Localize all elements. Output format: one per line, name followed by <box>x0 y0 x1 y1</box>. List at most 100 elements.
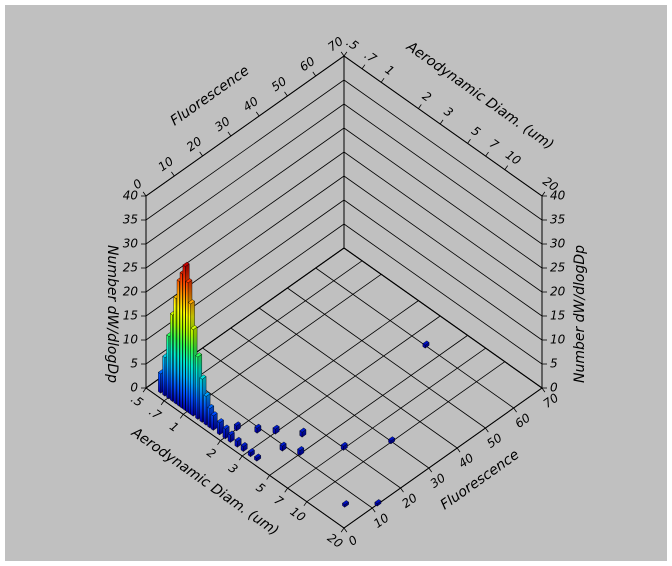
bar <box>374 499 382 507</box>
bar-face <box>233 421 241 427</box>
bar-face <box>254 423 262 429</box>
grid-line <box>202 347 401 489</box>
bar-shade <box>256 455 261 462</box>
tick-mark <box>266 475 270 480</box>
bar-face <box>195 352 203 358</box>
bar-shade <box>275 426 280 435</box>
tick-mark <box>380 77 385 83</box>
bar-shade <box>377 501 382 507</box>
tick-mark <box>513 407 517 413</box>
bar-shade <box>299 448 304 456</box>
z-tick-label: 20 <box>550 285 566 299</box>
bar-face <box>297 446 305 452</box>
bar <box>388 436 396 445</box>
tick-mark <box>255 111 260 117</box>
bar <box>216 418 224 436</box>
grid-line <box>343 199 543 341</box>
bar <box>210 411 218 431</box>
tick-mark <box>199 151 203 157</box>
bar-shade <box>213 413 218 431</box>
z-tick-label: 35 <box>123 213 138 227</box>
grid-line <box>306 361 506 503</box>
bar-face <box>173 296 177 405</box>
bar <box>227 430 235 443</box>
grid-line <box>145 79 345 221</box>
grid-line <box>343 103 543 245</box>
tick-mark <box>303 501 308 507</box>
bar-shade <box>243 444 248 452</box>
tick-mark <box>142 387 147 393</box>
grid-line <box>287 347 486 489</box>
bar-face <box>340 441 348 447</box>
z-tick-label: 30 <box>550 237 566 251</box>
tick-mark <box>227 131 232 137</box>
bar-face <box>188 301 191 415</box>
bar-face <box>182 264 186 411</box>
tick-mark <box>428 467 433 473</box>
tick-mark <box>361 64 366 70</box>
grid-line <box>145 55 345 197</box>
tick-mark <box>238 455 243 461</box>
grid-line <box>230 327 430 469</box>
bar-face <box>222 424 230 430</box>
bar-face <box>176 279 180 407</box>
bar <box>279 441 287 452</box>
bar-face <box>182 261 190 267</box>
bar-shade <box>344 502 349 508</box>
bar-face <box>190 327 194 417</box>
z-tick-label: 5 <box>130 357 138 371</box>
tick-mark <box>160 400 165 406</box>
tick-mark <box>485 427 489 433</box>
z-tick-label: 10 <box>123 333 139 347</box>
bar-face <box>190 325 198 331</box>
z-tick-label: 15 <box>550 309 565 323</box>
grid-line <box>174 367 373 509</box>
grid-line <box>258 307 458 449</box>
tick-mark <box>343 51 348 57</box>
z-axis-title: Number dW/dlogDp <box>572 245 588 383</box>
tick-mark <box>467 139 471 144</box>
bar-face <box>207 406 211 429</box>
bar <box>340 441 348 451</box>
bar-face <box>247 448 255 454</box>
bar-shade <box>390 438 395 444</box>
tick-mark <box>541 387 546 393</box>
z-tick-label: 25 <box>123 261 138 275</box>
bar-face <box>240 442 248 448</box>
tick-mark <box>456 447 461 453</box>
z-tick-label: 15 <box>123 309 138 323</box>
bar-shade <box>257 425 261 434</box>
bar-face <box>207 404 215 409</box>
tick-mark <box>343 527 348 533</box>
grid-line <box>343 223 543 365</box>
grid-line <box>343 127 543 269</box>
bar-face <box>210 413 214 431</box>
bar <box>247 448 255 458</box>
bar-shade <box>282 443 287 452</box>
z-tick-label: 40 <box>550 189 566 203</box>
bar-face <box>388 436 396 442</box>
plot-background <box>5 5 667 561</box>
z-tick-label: 40 <box>123 189 139 203</box>
bar <box>240 442 248 452</box>
z-tick-label: 5 <box>550 357 558 371</box>
z-tick-label: 25 <box>550 261 565 275</box>
bar <box>272 424 280 435</box>
z-tick-label: 30 <box>123 237 139 251</box>
bar-shade <box>250 450 255 457</box>
z-tick-label: 10 <box>550 333 566 347</box>
tick-mark <box>284 487 288 493</box>
bar-face <box>170 313 173 402</box>
bar-face <box>234 436 242 442</box>
tick-mark <box>217 440 221 445</box>
bar-face <box>216 420 220 436</box>
tick-mark <box>371 507 376 513</box>
bar <box>297 446 305 456</box>
tick-mark <box>284 91 288 97</box>
tick-mark <box>504 165 509 170</box>
bar <box>254 453 262 462</box>
tick-mark <box>179 414 184 419</box>
grid-line <box>145 103 345 245</box>
z-tick-label: 35 <box>550 213 565 227</box>
bar-face <box>162 355 166 397</box>
